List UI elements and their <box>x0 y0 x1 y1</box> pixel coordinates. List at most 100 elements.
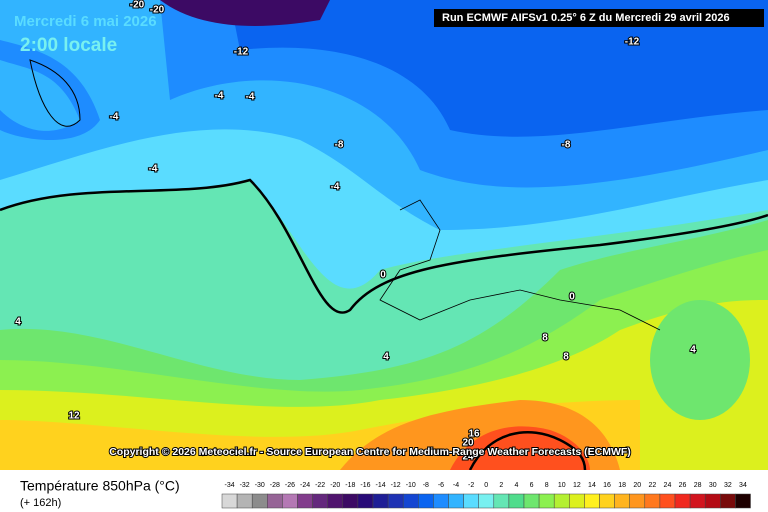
colorbar-swatch <box>221 493 238 509</box>
contour-label: -20 <box>150 5 165 16</box>
contour-label: 0 <box>380 270 386 281</box>
colorbar-label: -28 <box>270 482 280 489</box>
colorbar-label: 24 <box>664 482 672 489</box>
contour-label: 16 <box>468 429 480 440</box>
colorbar-swatch <box>433 493 449 509</box>
colorbar-swatch <box>357 493 374 509</box>
forecast-time: 2:00 locale <box>20 35 117 56</box>
colorbar-label: 8 <box>545 482 549 489</box>
colorbar-label: -30 <box>255 482 265 489</box>
run-info: Run ECMWF AIFSv1 0.25° 6 Z du Mercredi 2… <box>442 12 730 24</box>
colorbar-label: -14 <box>375 482 385 489</box>
contour-label: 4 <box>690 345 696 356</box>
colorbar-swatch <box>297 493 313 509</box>
contour-label: -4 <box>149 164 158 175</box>
colorbar-label: 14 <box>588 482 596 489</box>
map-field <box>0 0 768 471</box>
colorbar-label: 22 <box>648 482 656 489</box>
contour-label: 8 <box>542 333 548 344</box>
colorbar-swatch <box>282 493 298 509</box>
contour-label: -4 <box>246 92 255 103</box>
copyright: Copyright © 2026 Meteociel.fr - Source E… <box>109 446 631 458</box>
colorbar-swatch <box>599 493 615 509</box>
colorbar-swatch <box>584 493 600 509</box>
colorbar-label: 12 <box>573 482 581 489</box>
colorbar-label: -8 <box>423 482 429 489</box>
colorbar-swatch <box>448 493 464 509</box>
colorbar-label: 0 <box>484 482 488 489</box>
colorbar-label: -10 <box>406 482 416 489</box>
contour-label: -8 <box>562 140 571 151</box>
contour-label: 24 <box>462 452 474 463</box>
colorbar-label: 26 <box>679 482 687 489</box>
colorbar-label: 32 <box>724 482 732 489</box>
colorbar-label: -6 <box>438 482 444 489</box>
colorbar-swatch <box>402 493 419 509</box>
contour-label: 0 <box>569 292 575 303</box>
colorbar-swatch <box>267 493 283 509</box>
colorbar-swatch <box>629 493 646 509</box>
colorbar-swatch <box>508 493 525 509</box>
contour-label: 8 <box>563 352 569 363</box>
colorbar-swatch <box>553 493 570 509</box>
colorbar-label: -24 <box>300 482 310 489</box>
colorbar-label: 30 <box>709 482 717 489</box>
colorbar-label: 20 <box>633 482 641 489</box>
contour-label: -20 <box>130 0 145 11</box>
colorbar-label: 28 <box>694 482 702 489</box>
colorbar-label: 10 <box>558 482 566 489</box>
colorbar-swatch <box>735 493 751 509</box>
colorbar-swatch <box>704 493 721 509</box>
colorbar-label: 34 <box>739 482 747 489</box>
colorbar-swatch <box>463 493 479 509</box>
colorbar-swatch <box>674 493 691 509</box>
colorbar: -34 -32 -30 -28 -26 -24 -22 -20 -18 -16 -14 -12 -10-… <box>221 482 751 509</box>
colorbar-label: 2 <box>499 482 503 489</box>
colorbar-swatch <box>251 493 268 509</box>
contour-label: -12 <box>625 37 640 48</box>
colorbar-label: -34 <box>224 482 234 489</box>
legend-title: Température 850hPa (°C) <box>20 478 180 494</box>
colorbar-swatch <box>387 493 404 509</box>
contour-label: 4 <box>383 352 389 363</box>
colorbar-label: 6 <box>530 482 534 489</box>
contour-label: 20 <box>462 438 474 449</box>
forecast-date: Mercredi 6 mai 2026 <box>14 13 157 30</box>
colorbar-swatch <box>569 493 585 509</box>
colorbar-label: -18 <box>345 482 355 489</box>
colorbar-swatch <box>327 493 344 509</box>
contour-label: -4 <box>331 182 340 193</box>
contour-label: -12 <box>234 47 249 58</box>
colorbar-label: -16 <box>360 482 370 489</box>
colorbar-label: -32 <box>240 482 250 489</box>
colorbar-label: -22 <box>315 482 325 489</box>
colorbar-swatch <box>418 493 434 509</box>
colorbar-swatch <box>493 493 510 509</box>
colorbar-label: -20 <box>330 482 340 489</box>
contour-label: -4 <box>215 91 224 102</box>
lead-time: (+ 162h) <box>20 497 61 509</box>
contour-label: -4 <box>110 112 119 123</box>
colorbar-swatch <box>312 493 328 509</box>
colorbar-label: 18 <box>618 482 626 489</box>
contour-label: 12 <box>68 411 80 422</box>
colorbar-swatch <box>372 493 389 509</box>
colorbar-label: -26 <box>285 482 295 489</box>
colorbar-swatch <box>689 493 706 509</box>
colorbar-swatch <box>614 493 630 509</box>
colorbar-label: -4 <box>453 482 459 489</box>
colorbar-swatch <box>342 493 359 509</box>
colorbar-label: 16 <box>603 482 611 489</box>
colorbar-swatch <box>538 493 555 509</box>
colorbar-swatch <box>659 493 676 509</box>
colorbar-label: -12 <box>391 482 401 489</box>
colorbar-swatch <box>523 493 540 509</box>
colorbar-label: 4 <box>514 482 518 489</box>
colorbar-swatch <box>236 493 253 509</box>
colorbar-swatch <box>478 493 495 509</box>
run-box <box>434 9 764 27</box>
contour-label: -8 <box>335 140 344 151</box>
colorbar-label: -2 <box>468 482 474 489</box>
